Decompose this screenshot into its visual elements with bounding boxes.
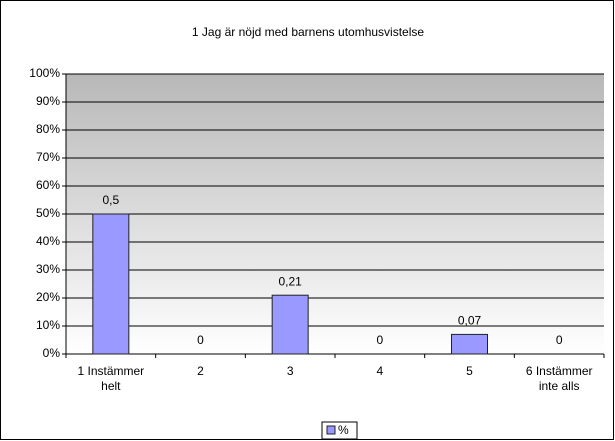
legend-swatch: [326, 425, 336, 435]
x-tick-label: 6 Instämmer inte alls: [525, 364, 593, 393]
y-tick-label: 80%: [36, 122, 60, 136]
data-label: 0: [556, 333, 563, 347]
y-tick-label: 10%: [36, 318, 60, 332]
y-tick-label: 20%: [36, 290, 60, 304]
y-tick-label: 50%: [36, 206, 60, 220]
y-tick-label: 90%: [36, 94, 60, 108]
x-tick-label: 3: [286, 364, 294, 378]
y-tick-label: 70%: [36, 150, 60, 164]
chart-title: 1 Jag är nöjd med barnens utomhusvistels…: [192, 25, 424, 39]
y-tick-label: 30%: [36, 262, 60, 276]
x-tick-label: 4: [376, 364, 384, 378]
bar: [92, 213, 130, 355]
x-tick-label: 5: [466, 364, 473, 378]
x-tick-label: 1 Instämmer helt: [77, 364, 145, 393]
bar: [451, 333, 488, 355]
y-tick-label: 100%: [29, 66, 60, 80]
data-label: 0,21: [278, 274, 302, 288]
data-label: 0: [197, 333, 204, 347]
y-tick-label: 40%: [36, 234, 60, 248]
y-tick-label: 0%: [43, 346, 61, 360]
data-label: 0,5: [102, 193, 119, 207]
bar: [271, 294, 309, 355]
data-label: 0: [376, 333, 383, 347]
legend-label: %: [338, 423, 349, 437]
y-tick-label: 60%: [36, 178, 60, 192]
x-tick-label: 2: [197, 364, 204, 378]
data-label: 0,07: [458, 314, 482, 328]
